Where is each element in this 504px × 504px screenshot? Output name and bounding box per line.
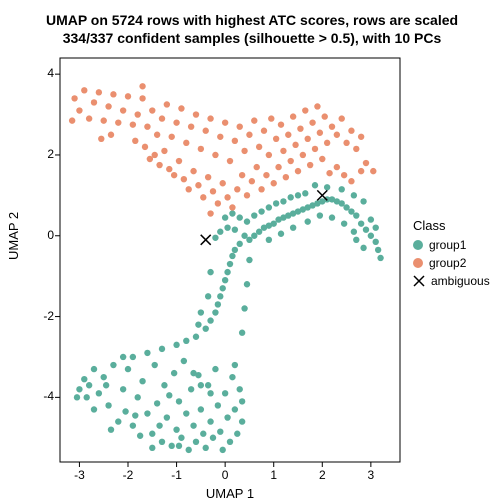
group2-swatch [413,258,423,268]
y-tick: -4 [30,389,54,403]
x-axis-label: UMAP 1 [0,486,460,501]
x-tick: 0 [215,468,235,482]
y-tick: -2 [30,309,54,323]
y-axis-label: UMAP 2 [6,212,21,260]
plot-area [0,0,504,504]
legend-item-group2: group2 [413,256,466,270]
x-tick: -2 [118,468,138,482]
legend-item-ambiguous: ambiguous [413,274,490,288]
legend-item-group1: group1 [413,238,466,252]
legend-label: group1 [429,238,466,252]
legend-label: ambiguous [431,274,490,288]
x-tick: 3 [361,468,381,482]
x-tick: -1 [167,468,187,482]
x-tick: 1 [264,468,284,482]
group1-swatch [413,240,423,250]
x-tick: 2 [312,468,332,482]
legend-title: Class [413,218,446,233]
x-tick: -3 [69,468,89,482]
umap-scatter-chart: UMAP on 5724 rows with highest ATC score… [0,0,504,504]
y-tick: 4 [30,66,54,80]
y-tick: 0 [30,228,54,242]
legend-label: group2 [429,256,466,270]
y-tick: 2 [30,147,54,161]
ambiguous-swatch [413,275,425,287]
